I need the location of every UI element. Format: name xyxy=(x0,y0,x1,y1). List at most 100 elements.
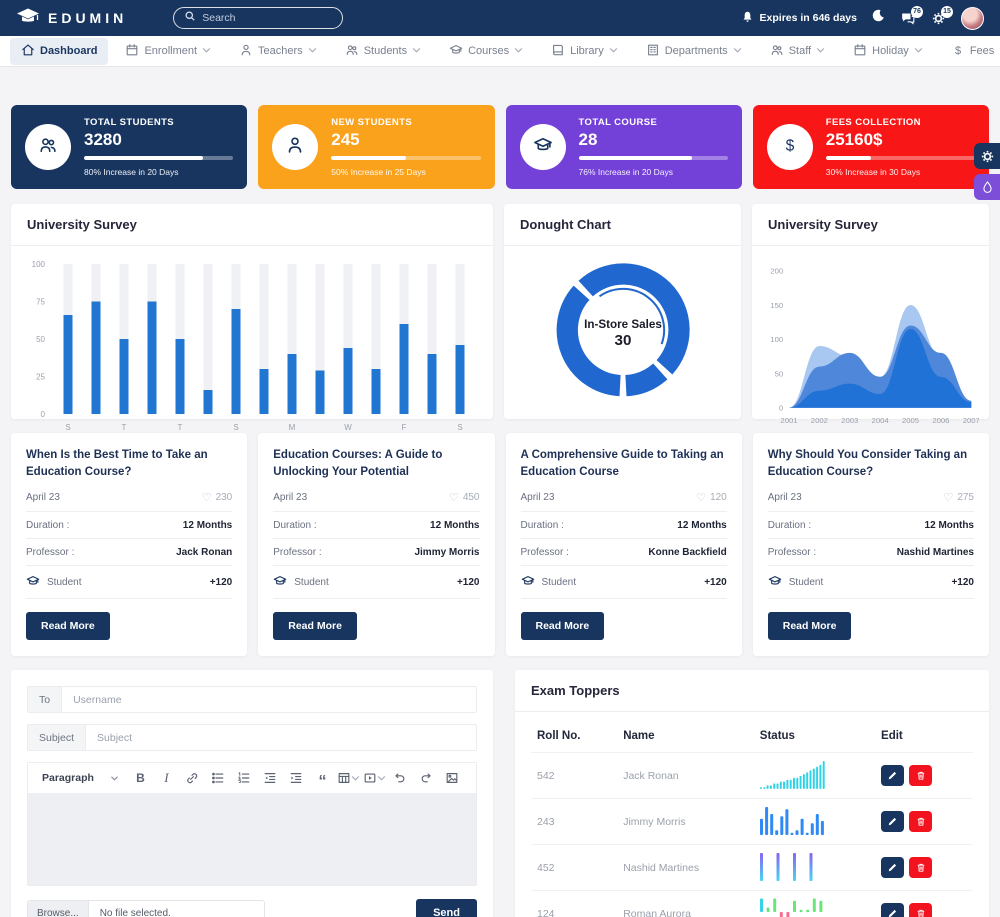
name-cell: Roman Aurora xyxy=(617,890,754,917)
cap-icon xyxy=(449,43,463,60)
book-icon xyxy=(551,43,565,60)
file-input[interactable]: Browse... No file selected. xyxy=(27,899,265,917)
course-date: April 23 xyxy=(26,492,60,503)
nav-item-courses[interactable]: Courses xyxy=(438,38,534,65)
undo-button undo-icon[interactable] xyxy=(388,767,413,789)
nav-item-departments[interactable]: Departments xyxy=(635,38,753,65)
nav-item-library[interactable]: Library xyxy=(540,38,629,65)
table-button table-icon[interactable] xyxy=(336,767,361,789)
link-button link-icon[interactable] xyxy=(180,767,205,789)
expires-label: Expires in 646 days xyxy=(759,12,857,24)
subject-input[interactable] xyxy=(86,725,476,750)
svg-text:S: S xyxy=(65,423,70,432)
edit-button pencil-icon[interactable] xyxy=(881,811,905,832)
delete-button trash-icon[interactable] xyxy=(909,811,933,832)
search-input[interactable] xyxy=(202,12,323,24)
heart-icon: ♡ xyxy=(448,492,459,504)
course-likes[interactable]: ♡ 275 xyxy=(943,492,974,504)
chevron-down-icon xyxy=(514,45,523,57)
stat-card-fees-collection: $ FEES COLLECTION 25160$ 30% Increase in 30… xyxy=(752,105,989,189)
nav-item-staff[interactable]: Staff xyxy=(759,38,836,65)
svg-text:2006: 2006 xyxy=(932,416,949,425)
stat-card-total-course: TOTAL COURSE 28 76% Increase in 20 Days xyxy=(505,105,742,189)
stat-value: 28 xyxy=(578,130,598,149)
settings-button[interactable]: 15 xyxy=(931,5,953,26)
italic-button italic-icon[interactable]: I xyxy=(164,770,169,785)
main-nav: Dashboard Enrollment Teachers Students Cours… xyxy=(0,36,1000,67)
stats-row: TOTAL STUDENTS 3280 80% Increase in 20 Day… xyxy=(11,105,989,189)
nav-item-enrollment[interactable]: Enrollment xyxy=(114,38,222,65)
status-sparkline xyxy=(759,851,869,884)
course-likes[interactable]: ♡ 450 xyxy=(448,492,480,504)
read-more-button[interactable]: Read More xyxy=(767,612,852,640)
duration-value: 12 Months xyxy=(182,520,233,531)
indent-button indent-icon[interactable] xyxy=(284,767,309,789)
svg-text:0: 0 xyxy=(41,410,46,419)
brand-logo[interactable]: EDUMIN xyxy=(16,7,127,30)
nav-item-teachers[interactable]: Teachers xyxy=(228,38,328,65)
stat-value: 3280 xyxy=(84,130,122,149)
username-input[interactable] xyxy=(62,687,476,712)
svg-text:M: M xyxy=(289,423,296,432)
to-field-group: To xyxy=(27,686,477,713)
main-content: TOTAL STUDENTS 3280 80% Increase in 20 Day… xyxy=(0,105,1000,917)
duration-value: 12 Months xyxy=(430,520,480,531)
ol-button ol-icon[interactable] xyxy=(232,767,257,789)
nav-item-students[interactable]: Students xyxy=(334,38,432,65)
building-icon xyxy=(646,43,660,60)
send-button[interactable]: Send xyxy=(416,899,477,917)
chevron-down-icon xyxy=(202,45,211,57)
editor-content-area[interactable] xyxy=(28,793,476,885)
delete-button trash-icon[interactable] xyxy=(909,903,933,917)
student-label: Student xyxy=(47,577,82,588)
redo-button redo-icon[interactable] xyxy=(414,767,439,789)
color-scheme-button droplet-icon[interactable] xyxy=(974,174,1000,200)
table-row: 542 Jack Ronan xyxy=(531,752,973,799)
read-more-button[interactable]: Read More xyxy=(520,612,605,640)
cap-icon xyxy=(519,124,566,170)
user-avatar[interactable] xyxy=(961,6,984,30)
nav-item-fees[interactable]: $ Fees xyxy=(940,38,1000,65)
subject-label: Subject xyxy=(28,725,87,750)
nav-item-label: Enrollment xyxy=(144,45,198,57)
exam-toppers-body: Roll No. Name Status Edit 542 Jack Ronan 243 Ji… xyxy=(515,712,989,917)
search-icon xyxy=(184,9,196,27)
table-row: 243 Jimmy Morris xyxy=(531,798,973,845)
image-button image-icon[interactable] xyxy=(440,767,465,789)
paragraph-format-select[interactable]: Paragraph xyxy=(34,770,127,786)
svg-text:2001: 2001 xyxy=(780,416,797,425)
edit-button pencil-icon[interactable] xyxy=(881,765,905,786)
calendar-icon xyxy=(125,43,139,60)
moon-icon[interactable] xyxy=(872,9,885,27)
bold-button bold-icon[interactable]: B xyxy=(136,771,145,785)
graduation-cap-icon xyxy=(26,574,40,591)
read-more-button[interactable]: Read More xyxy=(273,612,357,640)
media-button media-icon[interactable] xyxy=(362,767,387,789)
read-more-button[interactable]: Read More xyxy=(26,612,110,640)
delete-button trash-icon[interactable] xyxy=(909,857,933,878)
svg-text:30: 30 xyxy=(614,332,631,349)
ul-button ul-icon[interactable] xyxy=(206,767,231,789)
exam-toppers-card: Exam Toppers Roll No. Name Status Edit 542 Ja… xyxy=(515,670,989,917)
browse-button[interactable]: Browse... xyxy=(28,900,89,917)
chevron-down-icon xyxy=(816,45,825,57)
course-likes[interactable]: ♡ 230 xyxy=(201,492,233,504)
svg-text:2003: 2003 xyxy=(841,416,858,425)
column-header-name: Name xyxy=(623,730,655,742)
outdent-button outdent-icon[interactable] xyxy=(258,767,283,789)
course-likes[interactable]: ♡ 120 xyxy=(696,492,727,504)
messages-button[interactable]: 76 xyxy=(900,5,923,26)
nav-item-holiday[interactable]: Holiday xyxy=(842,38,934,65)
svg-text:0: 0 xyxy=(779,404,783,413)
nav-item-dashboard[interactable]: Dashboard xyxy=(10,37,109,65)
edit-button pencil-icon[interactable] xyxy=(881,903,905,917)
search-box[interactable] xyxy=(173,7,344,29)
theme-settings-button gear-icon[interactable] xyxy=(974,143,1000,169)
student-label: Student xyxy=(541,577,576,588)
people-icon xyxy=(770,43,784,60)
delete-button trash-icon[interactable] xyxy=(909,765,933,786)
svg-text:75: 75 xyxy=(36,298,45,307)
duration-value: 12 Months xyxy=(924,520,974,531)
quote-button quote-icon[interactable]: “ xyxy=(318,773,327,790)
edit-button pencil-icon[interactable] xyxy=(881,857,905,878)
